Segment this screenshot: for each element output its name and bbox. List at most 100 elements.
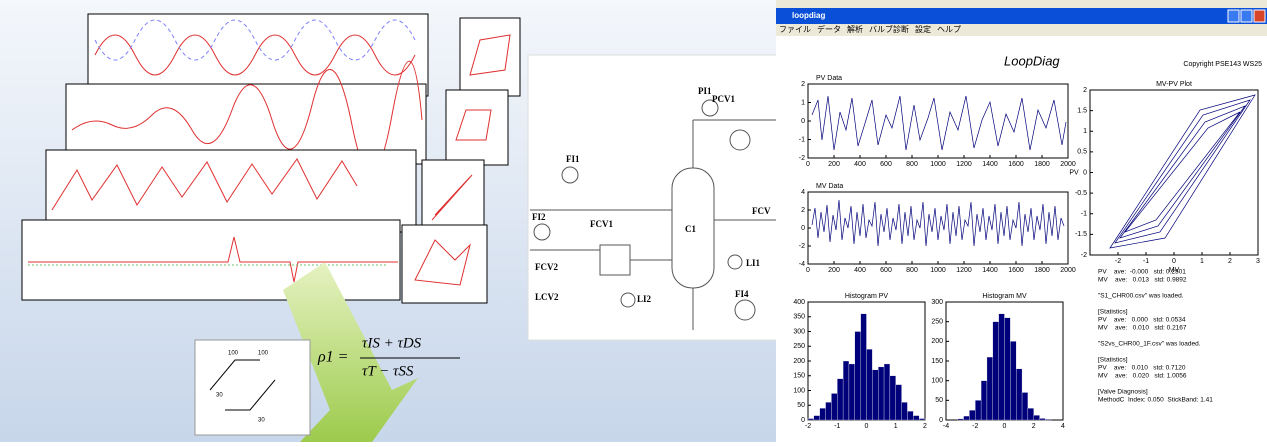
log-line: MV ave: 0.020 std: 1.0056 — [1098, 373, 1187, 380]
x-tick-label: 0 — [806, 267, 810, 274]
x-tick-label: 0 — [1172, 258, 1176, 265]
histogram-bar — [993, 322, 999, 420]
y-tick-label: 300 — [793, 328, 805, 335]
y-tick-label: 2 — [1083, 87, 1087, 94]
x-tick-label: 2000 — [1060, 161, 1076, 168]
pid-label: LCV2 — [535, 292, 559, 302]
y-tick-label: 100 — [793, 387, 805, 394]
menu-item[interactable]: バルブ診断 — [869, 24, 909, 34]
y-axis-label: PV — [1069, 169, 1079, 176]
menu-item[interactable]: データ — [817, 24, 841, 34]
x-tick-label: -2 — [1115, 258, 1121, 265]
x-tick-label: -2 — [972, 423, 978, 430]
y-tick-label: -2 — [1081, 252, 1087, 259]
histogram-bar — [964, 416, 970, 420]
y-tick-label: 0 — [801, 118, 805, 125]
diagram-label: 100 — [258, 351, 269, 357]
y-tick-label: 0 — [801, 225, 805, 232]
x-tick-label: 800 — [906, 161, 918, 168]
histogram-bar — [1028, 408, 1034, 420]
histogram-bar — [837, 379, 843, 420]
histogram-bar — [820, 408, 826, 420]
histogram-bar — [981, 381, 987, 420]
x-tick-label: 1000 — [930, 161, 946, 168]
pid-label: FCV — [752, 206, 771, 216]
y-tick-label: 0 — [1083, 169, 1087, 176]
pid-label: FCV2 — [535, 262, 558, 272]
histogram-bar — [1045, 419, 1051, 420]
y-tick-label: 1.5 — [1077, 107, 1087, 114]
x-tick-label: 1600 — [1008, 267, 1024, 274]
maximize-button[interactable] — [1241, 10, 1252, 22]
scene: PI1PCV1FI1FI2FCV1C1FCVFCV2LI1LCV2LI2FI4 … — [0, 0, 1267, 442]
close-button[interactable] — [1254, 10, 1265, 22]
y-tick-label: 2 — [801, 81, 805, 88]
histogram-bar — [884, 364, 890, 420]
formula-denominator: τT − τSS — [362, 363, 414, 379]
log-line: [Statistics] — [1098, 309, 1128, 316]
y-tick-label: 200 — [793, 358, 805, 365]
y-tick-label: 400 — [793, 299, 805, 306]
y-tick-label: 4 — [801, 189, 805, 196]
menu-item[interactable]: ファイル — [779, 25, 811, 34]
y-tick-label: 2 — [801, 207, 805, 214]
diagram-label: 100 — [228, 351, 239, 357]
log-line: PV ave: 0.000 std: 0.0534 — [1098, 317, 1186, 324]
histogram-bar — [867, 349, 873, 420]
histogram-bar — [890, 376, 896, 420]
y-tick-label: -4 — [799, 261, 805, 268]
formula-numerator: τIS + τDS — [362, 335, 422, 351]
plot-title: MV Data — [816, 183, 843, 190]
y-tick-label: -1 — [1081, 211, 1087, 218]
log-line: [Valve Diagnosis] — [1098, 389, 1148, 396]
plot-title: Histogram MV — [982, 293, 1027, 300]
log-line: [Statistics] — [1098, 357, 1128, 364]
histogram-bar — [831, 393, 837, 420]
x-tick-label: -4 — [943, 423, 949, 430]
pid-label: LI2 — [637, 294, 652, 304]
log-line: "S2vs_CHR00_1F.csv" was loaded. — [1098, 341, 1201, 348]
pid-label: FCV1 — [590, 219, 613, 229]
page: PI1PCV1FI1FI2FCV1C1FCVFCV2LI1LCV2LI2FI4 … — [0, 0, 1267, 442]
x-tick-label: -2 — [805, 423, 811, 430]
formula-lhs: ρ1 = — [317, 349, 348, 366]
menu-item[interactable]: ヘルプ — [937, 25, 961, 34]
log-line: PV ave: -0.000 std: 0.2501 — [1098, 269, 1186, 276]
menu-item[interactable]: 解析 — [847, 24, 863, 34]
minimize-button[interactable] — [1228, 10, 1239, 22]
histogram-bar — [1016, 369, 1022, 420]
pid-label: PI1 — [698, 86, 712, 96]
plot-title: Histogram PV — [845, 293, 889, 300]
x-tick-label: 4 — [1061, 423, 1065, 430]
pid-label: FI4 — [735, 289, 749, 299]
histogram-bar — [808, 419, 814, 420]
y-tick-label: 50 — [935, 397, 943, 404]
x-tick-label: 400 — [854, 267, 866, 274]
x-tick-label: 400 — [854, 161, 866, 168]
x-tick-label: 600 — [880, 267, 892, 274]
x-tick-label: 1200 — [956, 161, 972, 168]
y-tick-label: 150 — [793, 373, 805, 380]
x-tick-label: 1400 — [982, 267, 998, 274]
histogram-bar — [826, 402, 832, 420]
histogram-bar — [896, 385, 902, 420]
histogram-bar — [861, 314, 867, 420]
histogram-bar — [1022, 392, 1028, 420]
log-line: MV ave: 0.010 std: 0.2167 — [1098, 325, 1187, 332]
x-tick-label: 3 — [1256, 258, 1260, 265]
histogram-bar — [999, 314, 1005, 420]
x-tick-label: 2 — [1228, 258, 1232, 265]
histogram-bar — [1040, 418, 1046, 420]
y-tick-label: 150 — [931, 358, 943, 365]
y-tick-label: 350 — [793, 314, 805, 321]
menu-item[interactable]: 設定 — [915, 24, 931, 34]
pid-label: PCV1 — [712, 94, 735, 104]
x-tick-label: 0 — [1003, 423, 1007, 430]
histogram-bar — [958, 419, 964, 420]
x-tick-label: -1 — [834, 423, 840, 430]
plot-title: PV Data — [816, 75, 842, 82]
histogram-bar — [1005, 318, 1011, 420]
diagram-label: 30 — [216, 393, 223, 399]
x-tick-label: 2 — [923, 423, 927, 430]
